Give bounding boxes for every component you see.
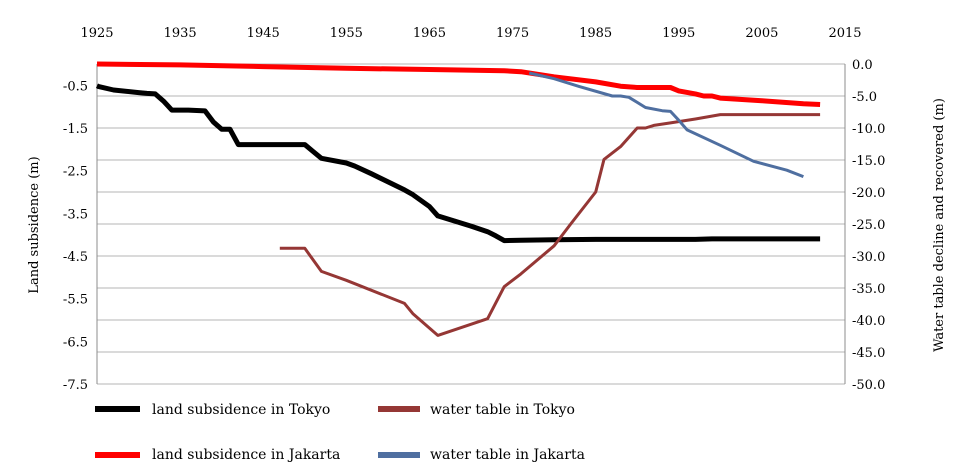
x-tick-label: 1965 (413, 26, 446, 41)
y-axis-left-label: Land subsidence (m) (27, 156, 42, 293)
y-right-tick-label: -45.0 (852, 346, 885, 361)
y-right-tick-label: -5.0 (852, 90, 877, 105)
legend-item-tokyo-water: water table in Tokyo (378, 402, 575, 418)
x-tick-label: 1995 (662, 26, 695, 41)
y-right-tick-label: 0.0 (852, 58, 873, 73)
x-tick-label: 1935 (164, 26, 197, 41)
y-left-tick-label: -1.5 (63, 122, 88, 137)
y-left-tick-label: -5.5 (63, 293, 88, 308)
x-tick-label: 1975 (496, 26, 529, 41)
x-tick-label: 1955 (330, 26, 363, 41)
x-tick-label: 1945 (247, 26, 280, 41)
y-right-tick-label: -40.0 (852, 314, 885, 329)
legend-item-tokyo-subsidence: land subsidence in Tokyo (95, 402, 330, 418)
y-right-tick-label: -25.0 (852, 218, 885, 233)
series-lines (95, 61, 821, 337)
tick-labels: 1925 1935 1945 1955 1965 1975 1985 1995 2005 2015… (63, 26, 885, 393)
legend-label: land subsidence in Tokyo (152, 402, 330, 418)
axes (96, 64, 846, 384)
legend: land subsidence in Tokyo water table in … (95, 402, 585, 463)
series-tokyo-water-table (279, 113, 821, 337)
legend-item-jakarta-subsidence: land subsidence in Jakarta (95, 447, 340, 463)
y-right-tick-label: -35.0 (852, 282, 885, 297)
y-right-tick-label: -15.0 (852, 154, 885, 169)
legend-item-jakarta-water: water table in Jakarta (378, 447, 585, 463)
x-tick-label: 1985 (579, 26, 612, 41)
y-right-tick-label: -10.0 (852, 122, 885, 137)
y-axis-right-label: Water table decline and recovered (m) (932, 98, 947, 352)
x-tick-label: 2015 (828, 26, 861, 41)
y-left-tick-label: -3.5 (63, 207, 88, 222)
series-jakarta-subsidence (96, 61, 821, 107)
y-left-tick-label: -7.5 (63, 378, 88, 393)
y-left-tick-label: -4.5 (63, 250, 88, 265)
legend-label: water table in Jakarta (430, 447, 585, 463)
legend-label: land subsidence in Jakarta (152, 447, 340, 463)
y-left-tick-label: -2.5 (63, 165, 88, 180)
y-left-tick-label: -0.5 (63, 79, 88, 94)
y-right-tick-label: -30.0 (852, 250, 885, 265)
x-tick-label: 2005 (745, 26, 778, 41)
x-tick-label: 1925 (80, 26, 113, 41)
y-left-tick-label: -6.5 (63, 335, 88, 350)
y-right-tick-label: -20.0 (852, 186, 885, 201)
series-jakarta-water-table (528, 71, 804, 178)
legend-label: water table in Tokyo (430, 402, 575, 418)
series-tokyo-subsidence (95, 83, 821, 244)
y-right-tick-label: -50.0 (852, 378, 885, 393)
